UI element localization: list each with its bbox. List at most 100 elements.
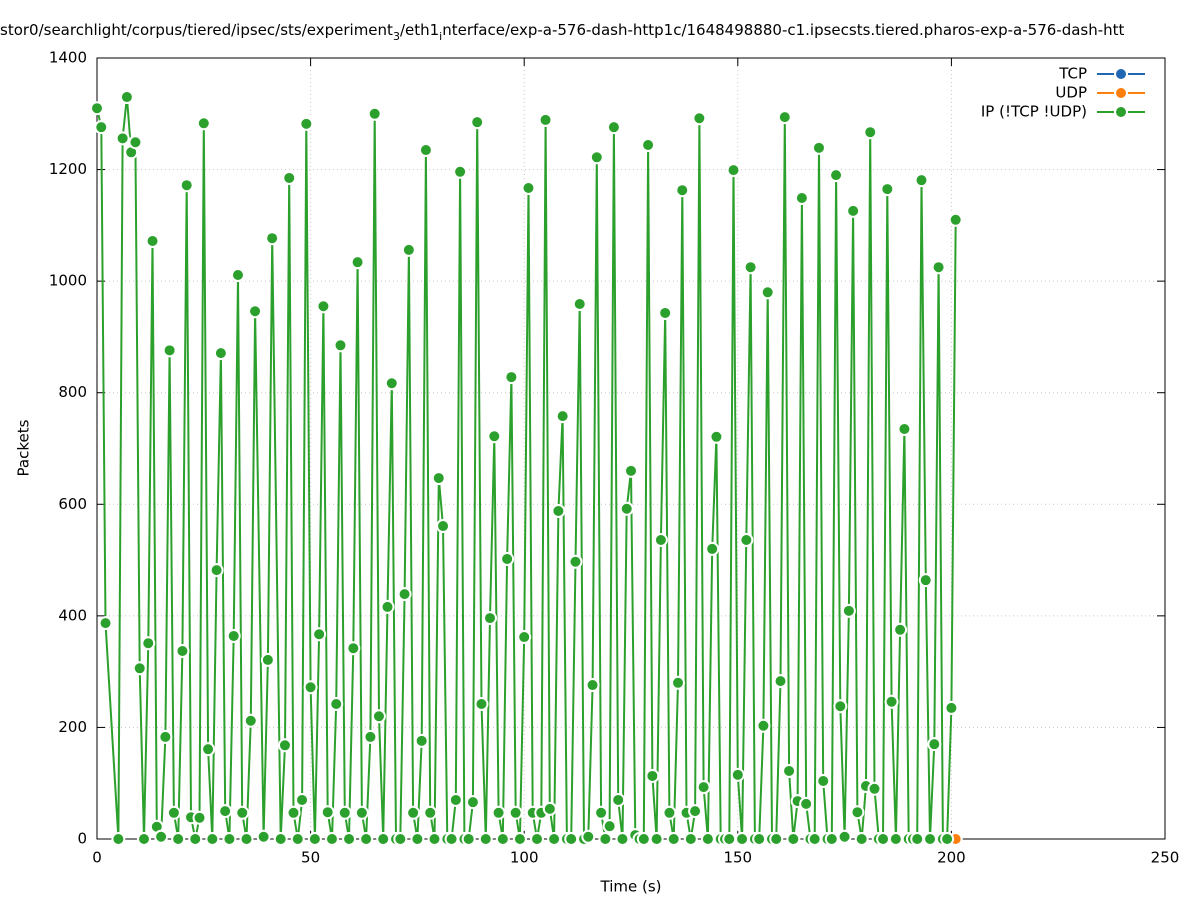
- x-tick-label: 150: [723, 849, 752, 867]
- point: [542, 801, 557, 816]
- point: [286, 805, 301, 820]
- point: [423, 805, 438, 820]
- point: [675, 183, 690, 198]
- x-tick-label: 50: [301, 849, 320, 867]
- point: [478, 832, 493, 846]
- point: [431, 471, 446, 486]
- y-tick-label: 200: [58, 718, 87, 736]
- point: [606, 120, 621, 135]
- point: [854, 832, 869, 846]
- point: [299, 116, 314, 131]
- y-tick-label: 600: [58, 495, 87, 513]
- title-part: /eth1: [400, 21, 439, 39]
- point: [786, 832, 801, 846]
- point: [316, 299, 331, 314]
- legend-marker: [1114, 105, 1128, 119]
- point: [418, 143, 433, 158]
- x-tick-label: 100: [510, 849, 539, 867]
- title-part: nterface/exp-a-576-dash-http1c/164849888…: [442, 21, 1124, 39]
- point: [692, 111, 707, 126]
- point: [290, 832, 305, 846]
- point: [196, 116, 211, 131]
- point: [688, 804, 703, 819]
- point: [487, 429, 502, 444]
- legend-marker: [1114, 86, 1128, 100]
- point: [333, 338, 348, 353]
- point: [188, 832, 203, 846]
- point: [893, 622, 908, 637]
- point: [406, 805, 421, 820]
- point: [401, 242, 416, 257]
- point: [683, 832, 698, 846]
- point: [530, 832, 545, 846]
- point: [705, 541, 720, 556]
- point: [910, 832, 925, 846]
- point: [154, 829, 169, 844]
- legend-label: UDP: [1055, 84, 1087, 102]
- point: [641, 138, 656, 153]
- point: [94, 120, 109, 135]
- point: [940, 832, 955, 846]
- point: [371, 709, 386, 724]
- point: [649, 832, 664, 846]
- point: [162, 343, 177, 358]
- point: [551, 503, 566, 518]
- point: [448, 792, 463, 807]
- point: [491, 805, 506, 820]
- point: [884, 694, 899, 709]
- point: [260, 652, 275, 667]
- title-part: i: [439, 30, 442, 43]
- y-tick-label: 0: [77, 830, 87, 848]
- point: [243, 713, 258, 728]
- point: [342, 832, 357, 846]
- point: [897, 421, 912, 436]
- point: [666, 832, 681, 846]
- point: [307, 832, 322, 846]
- point: [538, 112, 553, 127]
- point: [547, 832, 562, 846]
- point: [918, 573, 933, 588]
- y-tick-label: 1200: [49, 160, 87, 178]
- point: [209, 563, 224, 578]
- point: [213, 346, 228, 361]
- y-tick-label: 400: [58, 606, 87, 624]
- point: [581, 829, 596, 844]
- point: [376, 832, 391, 846]
- point: [363, 729, 378, 744]
- point: [239, 832, 254, 846]
- point: [572, 297, 587, 312]
- point: [111, 832, 126, 846]
- point: [880, 182, 895, 197]
- point: [914, 173, 929, 188]
- point: [837, 829, 852, 844]
- point: [867, 781, 882, 796]
- point: [337, 805, 352, 820]
- point: [653, 532, 668, 547]
- x-axis-label: Time (s): [600, 878, 662, 896]
- point: [115, 131, 130, 146]
- point: [645, 768, 660, 783]
- y-tick-label: 1000: [49, 272, 87, 290]
- point: [521, 180, 536, 195]
- point: [230, 268, 245, 283]
- point: [158, 729, 173, 744]
- point: [517, 630, 532, 645]
- point: [367, 106, 382, 121]
- point: [670, 675, 685, 690]
- point: [483, 611, 498, 626]
- point: [495, 832, 510, 846]
- point: [589, 150, 604, 165]
- point: [119, 90, 134, 105]
- point: [474, 696, 489, 711]
- point: [709, 429, 724, 444]
- point: [444, 832, 459, 846]
- point: [427, 832, 442, 846]
- point: [568, 554, 583, 569]
- point: [564, 832, 579, 846]
- point: [136, 832, 151, 846]
- point: [739, 532, 754, 547]
- point: [735, 832, 750, 846]
- title-part: stor0/searchlight/corpus/tiered/ipsec/st…: [0, 21, 393, 39]
- point: [615, 832, 630, 846]
